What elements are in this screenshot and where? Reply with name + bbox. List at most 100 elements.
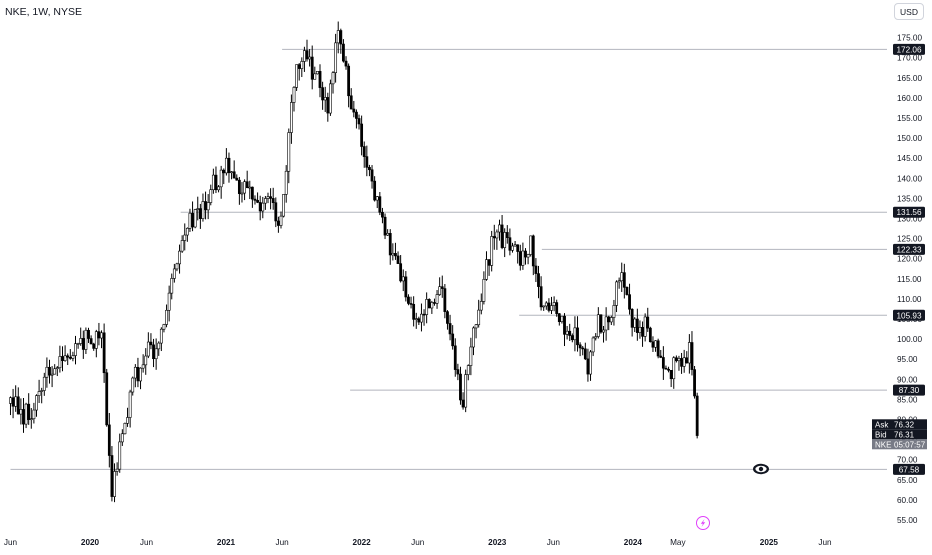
ohlc-bar bbox=[446, 310, 449, 330]
time-axis[interactable]: Jun 2020 Jun 2021 Jun 2022 Jun 2023 Jun 2024 May 20… bbox=[4, 538, 832, 547]
ohlc-body bbox=[646, 316, 650, 329]
ohlc-bar bbox=[222, 168, 226, 185]
ohlc-body bbox=[440, 286, 444, 289]
ohlc-body bbox=[466, 365, 470, 375]
ohlc-body bbox=[518, 251, 522, 266]
ohlc-bar bbox=[89, 335, 93, 345]
ohlc-bar bbox=[433, 298, 436, 306]
ohlc-bar bbox=[412, 296, 416, 327]
ohlc-bar bbox=[206, 194, 210, 220]
ohlc-bar bbox=[664, 365, 668, 370]
ohlc-bar bbox=[14, 385, 18, 412]
ohlc-bar bbox=[604, 307, 608, 341]
ohlc-bar bbox=[232, 160, 236, 179]
ohlc-body bbox=[589, 351, 592, 375]
ohlc-bar bbox=[383, 213, 387, 240]
ohlc-bar bbox=[316, 71, 319, 75]
x-tick-label: 2021 bbox=[217, 538, 236, 547]
ohlc-bar bbox=[87, 327, 90, 343]
ohlc-body bbox=[667, 368, 670, 371]
ohlc-bar bbox=[518, 244, 522, 271]
ohlc-bar bbox=[425, 292, 429, 324]
currency-button[interactable]: USD bbox=[894, 3, 924, 20]
level-label-bg bbox=[893, 206, 925, 218]
ohlc-bar bbox=[188, 208, 192, 232]
ohlc-body bbox=[19, 409, 23, 415]
ohlc-bar bbox=[511, 242, 514, 253]
ohlc-bar bbox=[214, 166, 218, 194]
ohlc-bar bbox=[37, 379, 41, 404]
ohlc-bar bbox=[396, 251, 400, 264]
ohlc-body bbox=[183, 234, 187, 241]
ohlc-bar bbox=[414, 312, 418, 329]
ohlc-body bbox=[11, 397, 15, 407]
ohlc-bar bbox=[154, 338, 158, 370]
ohlc-body bbox=[250, 186, 254, 200]
ohlc-body bbox=[505, 232, 509, 238]
lightning-badge-icon[interactable] bbox=[696, 516, 710, 530]
ohlc-body bbox=[84, 329, 88, 350]
ohlc-body bbox=[165, 309, 168, 325]
ohlc-bar bbox=[58, 345, 62, 373]
ohlc-bar bbox=[323, 86, 327, 112]
ohlc-body bbox=[326, 97, 330, 114]
ohlc-bar bbox=[654, 340, 657, 352]
ohlc-bar bbox=[118, 433, 122, 473]
ohlc-body bbox=[578, 344, 582, 349]
ohlc-body bbox=[89, 338, 93, 345]
y-tick-label: 85.00 bbox=[897, 395, 918, 404]
ohlc-body bbox=[547, 302, 551, 311]
ohlc-bar bbox=[310, 45, 314, 90]
ohlc-body bbox=[323, 97, 327, 101]
y-tick-label: 140.00 bbox=[897, 174, 922, 183]
ohlc-bar bbox=[641, 321, 644, 347]
price-axis[interactable]: 55.0060.0065.0070.0075.0080.0085.0090.00… bbox=[897, 34, 922, 525]
ohlc-bar bbox=[542, 305, 546, 311]
ohlc-bar bbox=[492, 224, 496, 250]
ohlc-bar bbox=[591, 336, 595, 357]
ohlc-body bbox=[120, 433, 124, 443]
ohlc-body bbox=[622, 272, 626, 288]
ohlc-bar bbox=[76, 342, 80, 349]
ohlc-body bbox=[539, 286, 543, 308]
x-tick-label: Jun bbox=[140, 538, 154, 547]
ohlc-body bbox=[638, 326, 642, 333]
ohlc-bar bbox=[674, 355, 678, 363]
ohlc-bar bbox=[448, 314, 452, 341]
ohlc-body bbox=[149, 341, 153, 346]
ohlc-bar bbox=[274, 197, 278, 228]
ohlc-body bbox=[625, 287, 629, 295]
ohlc-body bbox=[490, 236, 494, 266]
ohlc-body bbox=[607, 316, 611, 323]
ohlc-body bbox=[139, 367, 142, 382]
ohlc-body bbox=[63, 355, 67, 361]
ohlc-body bbox=[669, 369, 673, 380]
ohlc-bar bbox=[646, 307, 650, 332]
ohlc-body bbox=[469, 346, 473, 366]
ohlc-bar bbox=[487, 259, 491, 276]
ohlc-body bbox=[552, 302, 556, 306]
ohlc-bar bbox=[243, 179, 246, 201]
ohlc-bar bbox=[271, 187, 275, 210]
ohlc-bar bbox=[547, 298, 551, 313]
ohlc-body bbox=[602, 329, 605, 333]
ohlc-bar bbox=[342, 39, 345, 63]
ohlc-bar bbox=[570, 333, 574, 343]
eye-icon[interactable] bbox=[753, 463, 769, 475]
ohlc-body bbox=[201, 201, 205, 219]
ohlc-bar bbox=[329, 79, 332, 116]
ohlc-body bbox=[29, 418, 33, 421]
ohlc-bar bbox=[508, 228, 512, 256]
ohlc-bar bbox=[50, 366, 54, 388]
ohlc-bar bbox=[53, 364, 57, 375]
x-tick-label: May bbox=[670, 538, 686, 547]
ohlc-body bbox=[27, 403, 31, 420]
x-tick-label: 2025 bbox=[760, 538, 779, 547]
ohlc-bar bbox=[159, 327, 163, 352]
ohlc-bar bbox=[139, 367, 142, 390]
ohlc-body bbox=[287, 132, 291, 172]
ohlc-body bbox=[282, 194, 285, 217]
ohlc-body bbox=[198, 208, 202, 219]
